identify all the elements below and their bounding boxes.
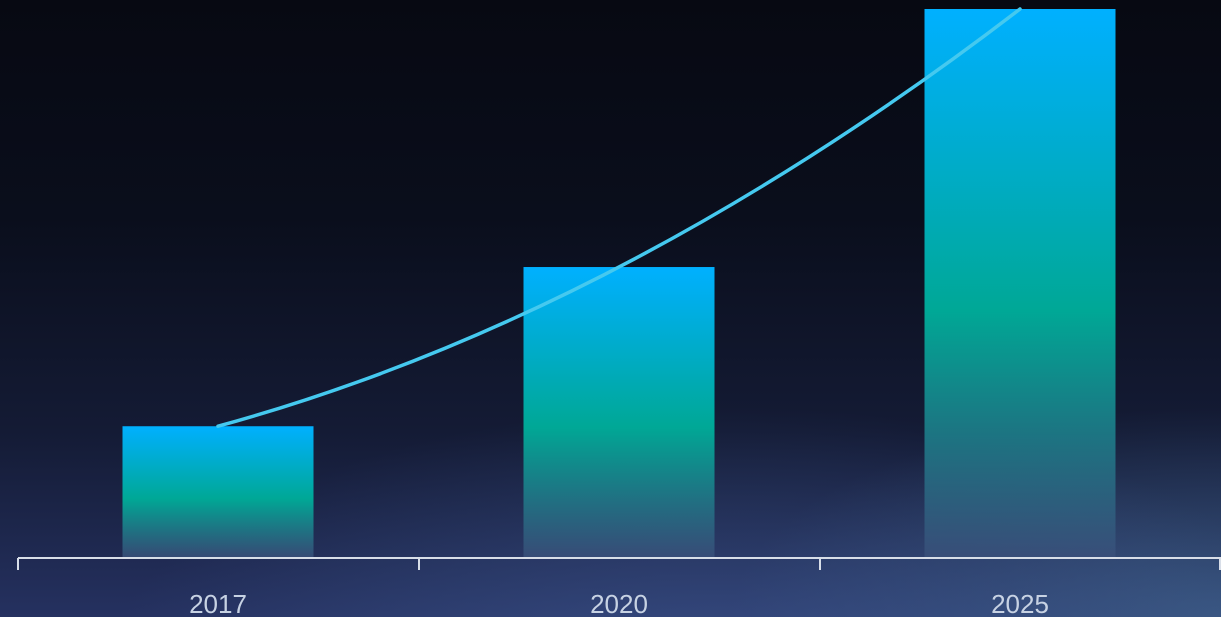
bars-group: [122, 9, 1116, 558]
bar-2025: [924, 9, 1116, 558]
bar-2017: [122, 426, 314, 558]
x-tick-labels: 2017 2020 2025: [189, 589, 1049, 617]
trend-line: [216, 7, 1022, 428]
x-tick-label: 2025: [991, 589, 1049, 617]
x-tick-label: 2017: [189, 589, 247, 617]
bar-2020: [523, 267, 715, 558]
x-tick-label: 2020: [590, 589, 648, 617]
x-ticks: [17, 558, 1221, 570]
